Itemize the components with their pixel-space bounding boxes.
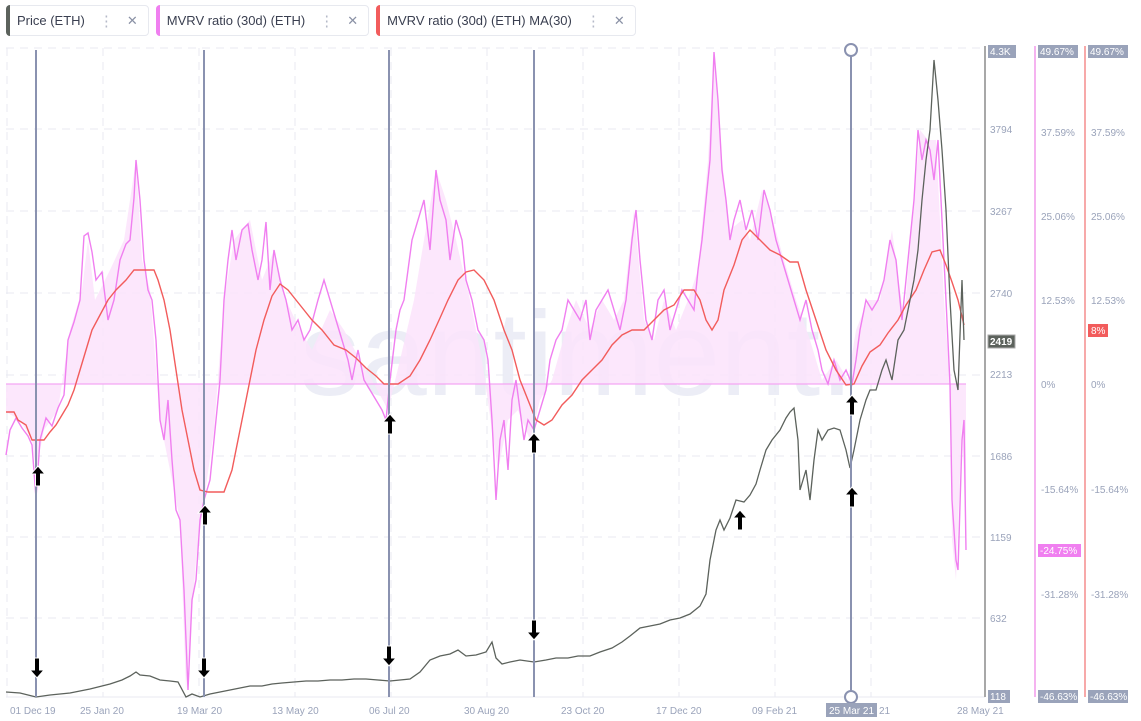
mvrv-ma-tick: 12.53%: [1091, 296, 1125, 307]
series-color-swatch: [376, 5, 381, 36]
legend-label: MVRV ratio (30d) (ETH): [166, 13, 306, 28]
kebab-icon[interactable]: ⋮: [98, 12, 114, 30]
arrow-up-icon: [731, 509, 749, 531]
mvrv-tick: -31.28%: [1041, 590, 1078, 601]
x-tick: 28 May 21: [957, 706, 1004, 717]
price-max-tag: [988, 45, 1016, 58]
legend-chip-mvrv[interactable]: MVRV ratio (30d) (ETH) ⋮ ✕: [155, 5, 370, 36]
vertical-markers: [35, 50, 852, 697]
mvrv-tick: 0%: [1041, 380, 1056, 391]
mvrv-min-label: -46.63%: [1040, 692, 1077, 703]
mvrv-current-tag: [1038, 544, 1081, 557]
arrow-up-icon: [843, 486, 861, 508]
price-current-label: 2419: [990, 337, 1013, 348]
legend-label: MVRV ratio (30d) (ETH) MA(30): [387, 13, 572, 28]
mvrv-ma-tick: 25.06%: [1091, 212, 1125, 223]
mvrv-current-label: -24.75%: [1040, 546, 1077, 557]
down-arrows: [28, 619, 543, 679]
price-min-tag: [988, 690, 1010, 703]
price-line: [5, 59, 965, 698]
price-tick: 632: [990, 614, 1007, 625]
x-tick: 17 Dec 20: [656, 706, 702, 717]
price-tick: 3267: [990, 207, 1013, 218]
legend-label: Price (ETH): [17, 13, 85, 28]
mvrv-max-label: 49.67%: [1040, 47, 1074, 58]
x-hover-label: 25 Mar 21: [829, 706, 874, 717]
mvrv-tick: 37.59%: [1041, 128, 1075, 139]
x-tick: 19 Mar 20: [177, 706, 222, 717]
x-tick: 30 Aug 20: [464, 706, 509, 717]
arrow-up-icon: [196, 504, 214, 526]
close-icon[interactable]: ✕: [126, 12, 138, 28]
legend-chip-price[interactable]: Price (ETH) ⋮ ✕: [6, 5, 149, 36]
kebab-icon[interactable]: ⋮: [319, 12, 334, 30]
arrow-up-icon: [29, 465, 47, 487]
mvrv-ma-max-label: 49.67%: [1090, 47, 1124, 58]
mvrv-ma-current-label: 8%: [1091, 326, 1106, 337]
close-icon[interactable]: ✕: [613, 12, 625, 28]
legend-chip-mvrv-ma[interactable]: MVRV ratio (30d) (ETH) MA(30) ⋮ ✕: [376, 5, 636, 36]
x-tick: 01 Dec 19: [10, 706, 56, 717]
arrow-down-icon: [195, 657, 213, 679]
arrow-down-icon: [380, 645, 398, 667]
mvrv-ma-min-label: -46.63%: [1090, 692, 1127, 703]
price-max-label: 4.3K: [990, 47, 1011, 58]
mvrv-ma-tick: 37.59%: [1091, 128, 1125, 139]
legend: Price (ETH) ⋮ ✕ MVRV ratio (30d) (ETH) ⋮…: [6, 5, 636, 36]
mvrv-ma-line: [6, 228, 965, 493]
mvrv-max-tag: [1038, 45, 1078, 58]
x-tick: 13 May 20: [272, 706, 319, 717]
marker-handle-bottom[interactable]: [844, 690, 858, 704]
mvrv-ma-min-tag: [1088, 690, 1128, 703]
x-tick: 23 Oct 20: [561, 706, 605, 717]
arrow-up-icon: [381, 413, 399, 435]
arrow-down-icon: [28, 657, 46, 679]
arrow-up-icon: [843, 394, 861, 416]
price-tick: 1159: [990, 533, 1012, 544]
x-tick: 09 Feb 21: [752, 706, 797, 717]
mvrv-tick: 25.06%: [1041, 212, 1075, 223]
series-color-swatch: [155, 5, 160, 36]
x-hover-tag: [826, 703, 877, 717]
x-tick: 21: [879, 706, 891, 717]
price-min-label: 118: [990, 692, 1006, 703]
marker-handle-top[interactable]: [844, 43, 858, 57]
mvrv-ma-tick: -31.28%: [1091, 590, 1128, 601]
price-tick: 2213: [990, 370, 1013, 381]
mvrv-tick: 12.53%: [1041, 296, 1075, 307]
x-tick: 06 Jul 20: [369, 706, 410, 717]
mvrv-ma-tick: -15.64%: [1091, 485, 1128, 496]
price-tick: 2740: [990, 289, 1013, 300]
kebab-icon[interactable]: ⋮: [585, 12, 601, 30]
close-icon[interactable]: ✕: [347, 12, 359, 28]
mvrv-ma-max-tag: [1088, 45, 1128, 58]
price-tick: 1686: [990, 452, 1013, 463]
mvrv-tick: -15.64%: [1041, 485, 1078, 496]
arrow-up-icon: [525, 432, 543, 454]
grid-horizontal: [6, 47, 985, 619]
x-tick: 25 Jan 20: [80, 706, 124, 717]
mvrv-area: [6, 52, 966, 690]
series-color-swatch: [6, 5, 10, 36]
price-tick: 3794: [990, 125, 1013, 136]
mvrv-line: [5, 51, 967, 691]
mvrv-ma-current-tag: [1088, 324, 1108, 337]
arrow-down-icon: [525, 619, 543, 641]
up-arrows: [29, 394, 861, 531]
mvrv-ma-tick: 0%: [1091, 380, 1106, 391]
mvrv-min-tag: [1038, 690, 1078, 703]
price-current-tag: [987, 334, 1016, 349]
